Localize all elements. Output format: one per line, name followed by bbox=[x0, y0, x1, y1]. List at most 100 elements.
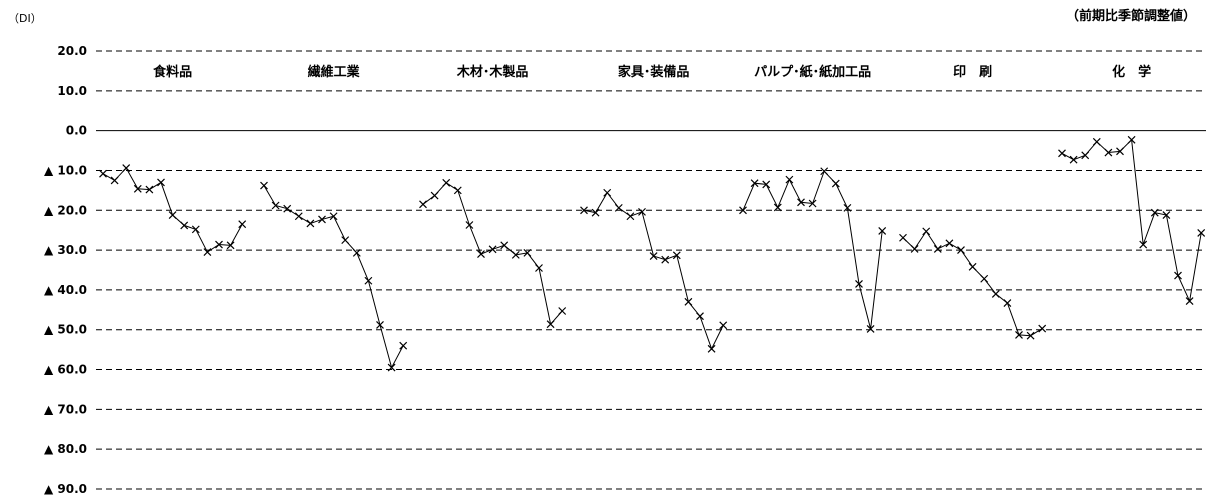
data-point-marker bbox=[831, 179, 840, 188]
data-point-marker bbox=[110, 176, 119, 185]
data-point-marker bbox=[180, 221, 189, 230]
data-point-marker bbox=[719, 321, 728, 330]
data-point-marker bbox=[899, 233, 907, 242]
data-point-marker bbox=[387, 363, 396, 372]
data-point-marker bbox=[523, 248, 532, 257]
data-point-marker bbox=[477, 250, 485, 258]
data-point-marker bbox=[820, 167, 829, 176]
data-point-marker bbox=[203, 248, 212, 257]
series-5 bbox=[739, 167, 887, 333]
data-point-marker bbox=[399, 341, 408, 350]
data-point-marker bbox=[558, 307, 567, 315]
data-point-marker bbox=[99, 169, 107, 178]
data-point-marker bbox=[1104, 148, 1113, 157]
series-7 bbox=[1058, 135, 1206, 305]
data-point-marker bbox=[1092, 137, 1101, 146]
series-line bbox=[902, 230, 1043, 337]
data-point-marker bbox=[352, 248, 361, 257]
data-point-marker bbox=[260, 181, 268, 190]
data-point-marker bbox=[933, 244, 942, 253]
data-point-marker bbox=[1015, 330, 1023, 339]
data-point-marker bbox=[843, 203, 852, 212]
series-group bbox=[99, 135, 1206, 372]
y-unit-label: （DI） bbox=[8, 12, 42, 25]
data-point-marker bbox=[968, 262, 977, 271]
data-point-marker bbox=[226, 241, 235, 250]
y-tick-label: ▲ 10.0 bbox=[44, 163, 87, 177]
data-point-marker bbox=[1150, 208, 1159, 217]
y-tick-label: ▲ 60.0 bbox=[44, 363, 87, 377]
series-1 bbox=[99, 164, 247, 257]
data-point-marker bbox=[580, 206, 588, 215]
data-point-marker bbox=[376, 321, 384, 329]
data-point-marker bbox=[453, 186, 462, 195]
series-name-label: 家具･装備品 bbox=[618, 64, 690, 80]
series-name-label: 食料品 bbox=[153, 64, 192, 80]
data-point-marker bbox=[341, 236, 350, 245]
y-tick-label: 0.0 bbox=[66, 124, 87, 138]
data-point-marker bbox=[500, 241, 509, 250]
series-2 bbox=[260, 181, 408, 372]
series-3 bbox=[419, 178, 567, 329]
y-axis-ticks: 20.0 10.0 0.0 ▲ 10.0 ▲ 20.0 ▲ 30.0 ▲ 40.0 ▲ 50.… bbox=[44, 44, 87, 496]
data-point-marker bbox=[750, 179, 759, 188]
data-point-marker bbox=[614, 203, 623, 212]
data-point-marker bbox=[1162, 211, 1171, 219]
data-point-marker bbox=[910, 244, 919, 253]
data-point-marker bbox=[661, 255, 670, 264]
data-point-marker bbox=[878, 227, 887, 235]
data-point-marker bbox=[546, 320, 555, 329]
series-labels: 食料品 繊維工業 木材･木製品 家具･装備品 パルプ･紙･紙加工品 印 刷 化 学 bbox=[153, 64, 1151, 80]
data-point-marker bbox=[591, 208, 600, 217]
data-point-marker bbox=[1081, 151, 1090, 160]
data-point-marker bbox=[419, 200, 427, 209]
series-name-label: 繊維工業 bbox=[308, 64, 361, 80]
data-point-marker bbox=[488, 245, 497, 254]
data-point-marker bbox=[1069, 155, 1078, 164]
y-tick-label: ▲ 30.0 bbox=[44, 243, 87, 257]
data-point-marker bbox=[535, 264, 543, 272]
data-point-marker bbox=[785, 175, 794, 184]
y-tick-label: ▲ 70.0 bbox=[44, 402, 87, 416]
data-point-marker bbox=[762, 180, 771, 189]
data-point-marker bbox=[1003, 299, 1012, 307]
series-name-label: 木材･木製品 bbox=[456, 64, 529, 80]
data-point-marker bbox=[294, 212, 303, 221]
data-point-marker bbox=[1058, 149, 1066, 158]
y-tick-label: ▲ 20.0 bbox=[44, 203, 87, 217]
data-point-marker bbox=[1038, 324, 1047, 333]
data-point-marker bbox=[1197, 229, 1206, 237]
series-line bbox=[583, 191, 724, 351]
series-4 bbox=[580, 188, 728, 353]
data-point-marker bbox=[271, 201, 280, 210]
data-point-marker bbox=[980, 274, 989, 283]
data-point-marker bbox=[672, 251, 681, 260]
y-tick-label: ▲ 80.0 bbox=[44, 442, 87, 456]
data-point-marker bbox=[957, 246, 965, 255]
data-point-marker bbox=[696, 312, 704, 321]
data-point-marker bbox=[511, 250, 520, 259]
data-point-marker bbox=[191, 225, 200, 234]
series-line bbox=[263, 185, 404, 369]
y-tick-label: ▲ 90.0 bbox=[44, 482, 87, 496]
data-point-marker bbox=[1116, 147, 1124, 156]
data-point-marker bbox=[797, 198, 805, 207]
series-name-label: パルプ･紙･紙加工品 bbox=[754, 64, 871, 80]
note-label: （前期比季節調整値） bbox=[1066, 8, 1196, 24]
series-6 bbox=[899, 227, 1047, 340]
data-point-marker bbox=[122, 164, 131, 172]
data-point-marker bbox=[922, 227, 931, 236]
data-point-marker bbox=[1139, 240, 1148, 249]
series-line bbox=[422, 182, 563, 326]
data-point-marker bbox=[773, 203, 782, 212]
data-point-marker bbox=[133, 184, 142, 193]
data-point-marker bbox=[603, 188, 612, 197]
data-point-marker bbox=[739, 206, 747, 215]
data-point-marker bbox=[215, 240, 223, 249]
data-point-marker bbox=[329, 212, 338, 221]
data-point-marker bbox=[684, 297, 693, 306]
data-point-marker bbox=[945, 239, 954, 248]
grid-lines bbox=[96, 50, 1206, 490]
series-name-label: 印 刷 bbox=[953, 65, 992, 80]
